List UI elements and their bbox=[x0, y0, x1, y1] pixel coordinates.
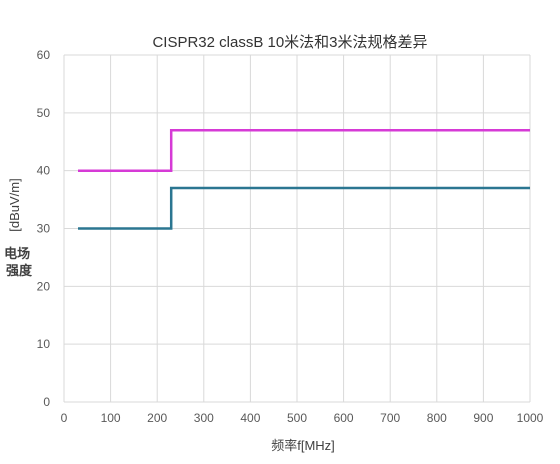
x-axis-label-main: 频率f bbox=[271, 438, 301, 453]
x-tick-label: 100 bbox=[101, 411, 121, 425]
x-tick-label: 900 bbox=[473, 411, 493, 425]
y-tick-label: 40 bbox=[37, 164, 51, 178]
y-axis-label-main: 电场 强度 bbox=[4, 246, 34, 278]
y-tick-label: 50 bbox=[37, 106, 51, 120]
series-line-1 bbox=[78, 128, 530, 172]
x-axis-label-unit: [MHz] bbox=[301, 438, 335, 453]
x-tick-label: 0 bbox=[61, 411, 68, 425]
y-tick-label: 30 bbox=[37, 222, 51, 236]
y-tick-label: 20 bbox=[37, 279, 51, 293]
x-tick-label: 1000 bbox=[517, 411, 544, 425]
y-tick-label: 60 bbox=[37, 48, 51, 62]
x-tick-label: 800 bbox=[427, 411, 447, 425]
y-axis-label-unit: [dBuV/m] bbox=[7, 178, 22, 231]
grid bbox=[63, 54, 531, 403]
x-tick-label: 400 bbox=[240, 411, 260, 425]
series-lines bbox=[78, 128, 530, 230]
x-tick-label: 500 bbox=[287, 411, 307, 425]
x-axis-label: 频率f[MHz] bbox=[271, 438, 335, 453]
x-tick-label: 600 bbox=[334, 411, 354, 425]
y-tick-label: 0 bbox=[43, 395, 50, 409]
x-tick-label: 300 bbox=[194, 411, 214, 425]
y-tick-label: 10 bbox=[37, 337, 51, 351]
x-tick-label: 700 bbox=[380, 411, 400, 425]
series-line-2 bbox=[78, 186, 530, 230]
chart-title: CISPR32 classB 10米法和3米法规格差异 bbox=[152, 34, 427, 51]
x-tick-label: 200 bbox=[147, 411, 167, 425]
y-axis-label: [dBuV/m] 电场 强度 bbox=[4, 178, 34, 278]
